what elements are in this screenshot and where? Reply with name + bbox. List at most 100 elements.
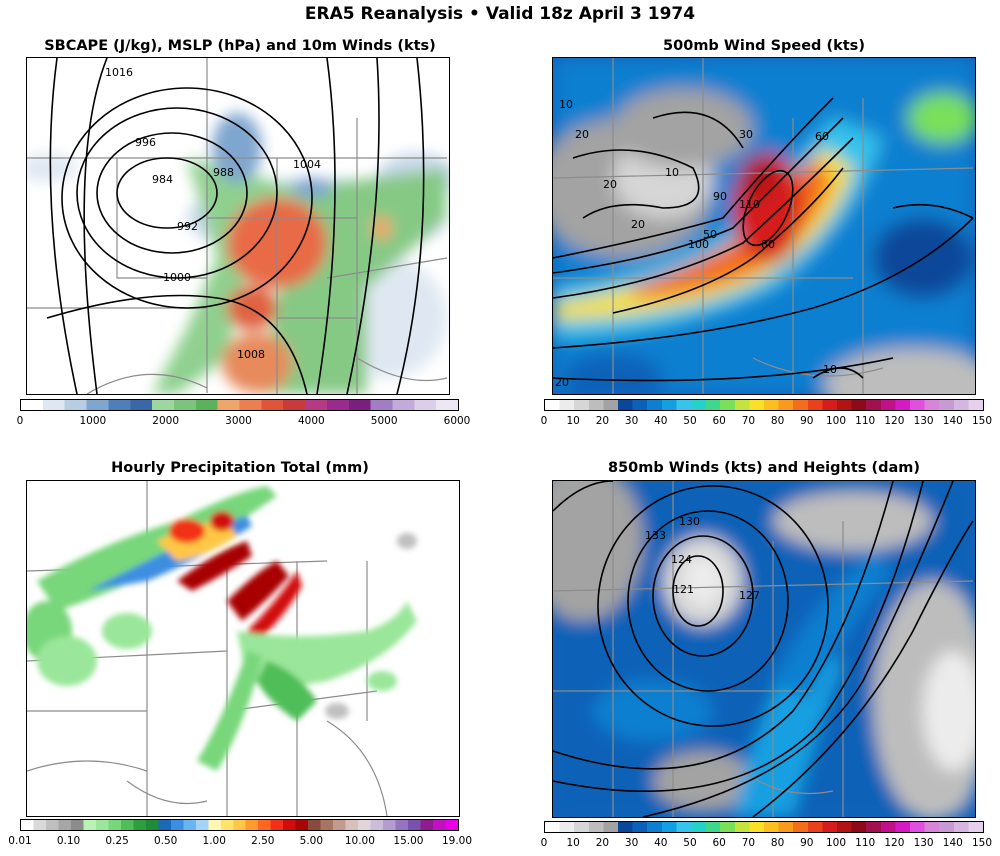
height-label: 124 — [671, 553, 692, 566]
height-label: 133 — [645, 529, 666, 542]
isotach-labels: 10 20 10 20 60 30 100 110 80 90 10 20 20… — [555, 98, 837, 389]
colorbar-tick-label: 20 — [595, 415, 610, 427]
precip-colorbar-ticks: 0.01 0.10 0.25 0.50 1.00 2.50 5.00 10.00 15.00 19… — [8, 835, 472, 851]
colorbar-tick-label: 130 — [913, 837, 934, 849]
colorbar-tick-label: 6000 — [443, 415, 471, 427]
colorbar-tick-label: 70 — [741, 415, 756, 427]
colorbar-tick-label: 70 — [741, 837, 756, 849]
mslp-label: 988 — [213, 166, 234, 179]
mslp-label: 984 — [152, 173, 173, 186]
500mb-map: 10 20 10 20 60 30 100 110 80 90 10 20 20… — [552, 57, 976, 395]
isotach-label: 20 — [555, 376, 569, 389]
colorbar-tick-label: 140 — [942, 415, 963, 427]
colorbar-tick-label: 30 — [624, 837, 639, 849]
colorbar-tick-label: 4000 — [297, 415, 325, 427]
colorbar-tick-label: 30 — [624, 415, 639, 427]
colorbar-tick-label: 80 — [770, 415, 785, 427]
precip-panel-title: Hourly Precipitation Total (mm) — [111, 460, 369, 476]
500mb-field — [553, 58, 975, 394]
height-label: 121 — [673, 583, 694, 596]
colorbar-tick-label: 3000 — [225, 415, 252, 427]
850mb-panel-title: 850mb Winds (kts) and Heights (dam) — [608, 460, 920, 476]
cape-map: 1016 996 984 988 992 1004 1000 1008 — [26, 57, 450, 395]
mslp-label: 992 — [177, 220, 198, 233]
colorbar-tick-label: 10 — [566, 837, 580, 849]
mslp-label: 1000 — [163, 271, 191, 284]
colorbar-tick-label: 0.50 — [153, 835, 178, 847]
isotach-label: 10 — [665, 166, 679, 179]
colorbar-tick-label: 60 — [712, 837, 726, 849]
colorbar-tick-label: 1.00 — [202, 835, 226, 847]
isotach-label: 110 — [739, 198, 760, 211]
cape-colorbar — [20, 399, 459, 411]
precip-map — [26, 480, 460, 817]
colorbar-tick-label: 80 — [770, 837, 785, 849]
colorbar-tick-label: 0.01 — [8, 835, 32, 847]
figure-title: ERA5 Reanalysis • Valid 18z April 3 1974 — [304, 4, 696, 24]
isotach-label: 10 — [823, 363, 837, 376]
cape-colorbar-ticks: 0 1000 2000 3000 4000 5000 6000 — [16, 415, 471, 431]
colorbar-tick-label: 150 — [971, 837, 993, 849]
colorbar-tick-label: 50 — [683, 415, 697, 427]
colorbar-tick-label: 0.10 — [56, 835, 81, 847]
mslp-label: 1016 — [105, 66, 133, 79]
colorbar-tick-label: 150 — [971, 415, 993, 427]
colorbar-tick-label: 140 — [942, 837, 963, 849]
colorbar-tick-label: 90 — [800, 415, 814, 427]
colorbar-tick-label: 60 — [712, 415, 726, 427]
colorbar-tick-label: 10.00 — [344, 835, 375, 847]
mslp-contours — [46, 58, 425, 394]
500mb-colorbar — [544, 399, 984, 411]
mslp-label: 1008 — [237, 348, 265, 361]
colorbar-tick-label: 100 — [825, 415, 847, 427]
colorbar-tick-label: 0.25 — [105, 835, 129, 847]
colorbar-tick-label: 1000 — [79, 415, 107, 427]
colorbar-tick-label: 2.50 — [251, 835, 275, 847]
colorbar-tick-label: 40 — [654, 837, 668, 849]
colorbar-tick-label: 10 — [566, 415, 580, 427]
colorbar-tick-label: 100 — [825, 837, 847, 849]
colorbar-tick-label: 15.00 — [393, 835, 424, 847]
colorbar-tick-label: 120 — [884, 837, 905, 849]
height-contours — [553, 481, 974, 817]
height-labels: 133 130 124 121 127 — [645, 515, 760, 602]
colorbar-tick-label: 40 — [654, 415, 668, 427]
mslp-labels: 1016 996 984 988 992 1004 1000 1008 — [105, 66, 321, 361]
500mb-panel-title: 500mb Wind Speed (kts) — [663, 38, 865, 54]
height-label: 127 — [739, 589, 760, 602]
height-label: 130 — [679, 515, 700, 528]
precip-field — [27, 486, 417, 771]
isotach-label: 80 — [761, 238, 775, 251]
colorbar-tick-label: 5000 — [370, 415, 398, 427]
isotach-label: 100 — [688, 238, 709, 251]
cape-panel-title: SBCAPE (J/kg), MSLP (hPa) and 10m Winds … — [44, 38, 436, 54]
isotach-contours — [553, 97, 974, 382]
precip-colorbar — [20, 819, 459, 831]
colorbar-tick-label: 5.00 — [299, 835, 324, 847]
isotach-label: 20 — [575, 128, 589, 141]
isotach-label: 90 — [713, 190, 727, 203]
isotach-label: 10 — [559, 98, 573, 111]
850mb-colorbar — [544, 821, 984, 833]
isotach-label: 50 — [703, 228, 717, 241]
isotach-label: 30 — [739, 128, 753, 141]
500mb-colorbar-ticks: 0 10 20 30 40 50 60 70 80 90 100 110 120 130 140 150 — [540, 415, 992, 431]
850mb-map: 133 130 124 121 127 — [552, 480, 976, 818]
colorbar-tick-label: 0 — [540, 837, 548, 849]
mslp-label: 1004 — [293, 158, 321, 171]
colorbar-tick-label: 20 — [595, 837, 610, 849]
colorbar-tick-label: 2000 — [152, 415, 180, 427]
colorbar-tick-label: 90 — [800, 837, 814, 849]
colorbar-tick-label: 130 — [913, 415, 934, 427]
isotach-label: 20 — [631, 218, 645, 231]
colorbar-tick-label: 110 — [855, 415, 876, 427]
colorbar-tick-label: 110 — [855, 837, 876, 849]
colorbar-tick-label: 19.00 — [441, 835, 473, 847]
colorbar-tick-label: 0 — [16, 415, 24, 427]
850mb-colorbar-ticks: 0 10 20 30 40 50 60 70 80 90 100 110 120 130 140 150 — [540, 837, 992, 853]
isotach-label: 20 — [603, 178, 617, 191]
isotach-label: 60 — [815, 130, 829, 143]
mslp-label: 996 — [135, 136, 156, 149]
colorbar-tick-label: 120 — [884, 415, 905, 427]
colorbar-tick-label: 0 — [540, 415, 548, 427]
